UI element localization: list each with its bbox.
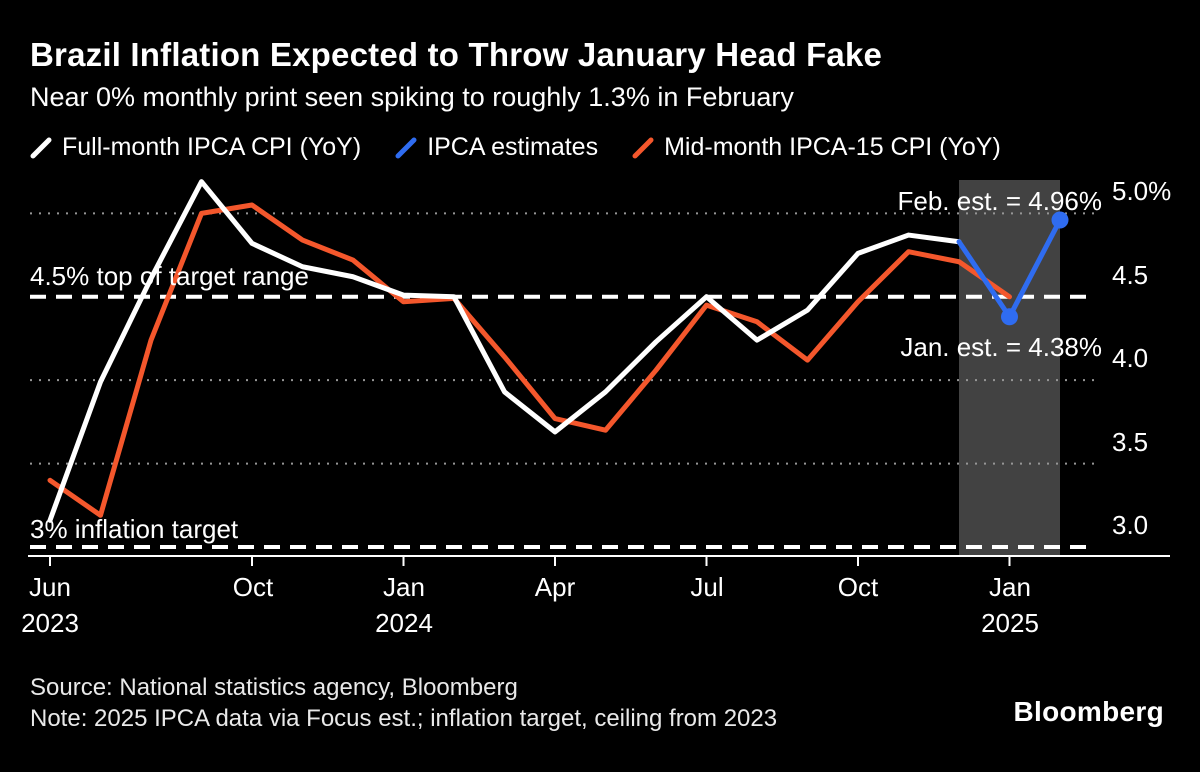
annotation-feb-estimate: Feb. est. = 4.96% [897, 186, 1102, 216]
bloomberg-logo: Bloomberg [1013, 696, 1164, 727]
legend-item-full-month: Full-month IPCA CPI (YoY) [30, 133, 361, 162]
footer-note: Note: 2025 IPCA data via Focus est.; inf… [30, 705, 778, 732]
ref-line-label-target-ceiling: 4.5% top of target range [30, 261, 309, 291]
x-axis-tick-label: Oct [232, 572, 274, 602]
chart-subtitle: Near 0% monthly print seen spiking to ro… [30, 82, 794, 112]
y-axis-label: 3.0 [1112, 510, 1149, 540]
x-axis-tick-label: Oct [837, 572, 879, 602]
legend-label: Mid-month IPCA-15 CPI (YoY) [664, 133, 1001, 161]
legend-item-mid-month: Mid-month IPCA-15 CPI (YoY) [632, 133, 1001, 162]
ref-line-label-inflation-target: 3% inflation target [30, 514, 239, 544]
footer-source: Source: National statistics agency, Bloo… [30, 674, 518, 701]
y-axis-label: 4.0 [1112, 343, 1149, 373]
x-axis-year-label: 2024 [375, 608, 433, 638]
x-axis-tick-label: Jan [989, 572, 1031, 602]
x-axis-year-label: 2025 [981, 608, 1039, 638]
line-swatch-icon [30, 137, 52, 158]
chart-title: Brazil Inflation Expected to Throw Janua… [30, 36, 883, 73]
line-swatch-icon [632, 137, 654, 158]
y-axis-label: 3.5 [1112, 427, 1149, 457]
x-axis-tick-label: Apr [534, 572, 576, 602]
x-axis-tick-label: Jun [29, 572, 71, 602]
annotation-jan-estimate: Jan. est. = 4.38% [900, 332, 1102, 362]
chart-legend: Full-month IPCA CPI (YoY) IPCA estimates… [30, 133, 1001, 162]
legend-label: Full-month IPCA CPI (YoY) [62, 133, 362, 161]
y-axis-label: 4.5 [1112, 260, 1149, 290]
legend-item-estimates: IPCA estimates [395, 133, 598, 162]
x-axis-year-label: 2023 [21, 608, 79, 638]
legend-label: IPCA estimates [427, 133, 599, 161]
x-axis-tick-label: Jul [690, 572, 724, 602]
y-axis-label: 5.0% [1112, 176, 1172, 206]
x-axis-tick-label: Jan [383, 572, 425, 602]
line-swatch-icon [395, 137, 417, 158]
